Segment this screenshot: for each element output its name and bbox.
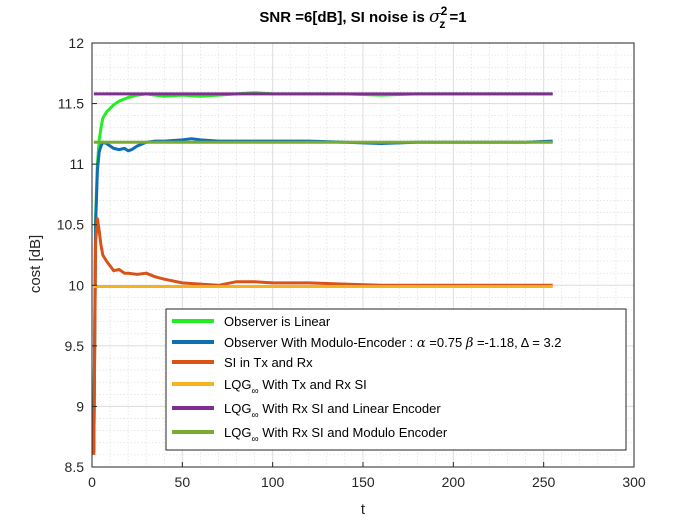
legend-1-alpha-val: =0.75 — [426, 335, 466, 350]
legend-entry-1: Observer With Modulo-Encoder : α =0.75 β… — [172, 335, 562, 351]
y-axis-ticks: 8.5 9 9.5 10 10.5 11 11.5 12 — [57, 35, 97, 475]
legend: Observer is Linear Observer With Modulo-… — [165, 308, 627, 451]
legend-5-suffix: With Rx SI and Modulo Encoder — [259, 425, 448, 440]
y-tick-label: 10.5 — [57, 217, 84, 233]
y-tick-label: 9.5 — [65, 338, 85, 354]
legend-1-alpha: α — [417, 336, 426, 351]
y-tick-label: 9 — [76, 398, 84, 414]
legend-4-prefix: LQG — [224, 401, 251, 416]
title-sigma: σ — [429, 7, 441, 27]
title-sub: z — [439, 17, 445, 31]
y-tick-label: 11.5 — [58, 96, 84, 112]
legend-1-beta-val: =-1.18, — [473, 335, 520, 350]
x-axis-ticks: 0 50 100 150 200 250 300 — [88, 462, 646, 490]
x-tick-label: 300 — [622, 474, 646, 490]
legend-entry-2: SI in Tx and Rx — [172, 355, 313, 370]
x-tick-label: 250 — [532, 474, 556, 490]
x-tick-label: 0 — [88, 474, 96, 490]
x-tick-label: 100 — [261, 474, 285, 490]
legend-box — [165, 308, 627, 451]
legend-label-1: Observer With Modulo-Encoder : α =0.75 β… — [224, 335, 562, 351]
legend-4-sub: ∞ — [251, 410, 258, 421]
y-tick-label: 11 — [69, 156, 84, 172]
legend-entry-5: LQG∞ With Rx SI and Modulo Encoder — [172, 425, 448, 445]
legend-3-sub: ∞ — [251, 386, 258, 397]
x-tick-label: 150 — [351, 474, 375, 490]
y-tick-label: 8.5 — [65, 459, 85, 475]
x-tick-label: 50 — [175, 474, 191, 490]
series-lines — [92, 91, 553, 455]
title-suffix: =1 — [445, 9, 466, 26]
legend-label-4: LQG∞ With Rx SI and Linear Encoder — [224, 401, 441, 421]
legend-label-2: SI in Tx and Rx — [224, 355, 313, 370]
y-tick-label: 12 — [68, 35, 84, 51]
legend-1-delta: Δ — [521, 335, 530, 350]
legend-3-suffix: With Tx and Rx SI — [259, 377, 367, 392]
title-sup: 2 — [441, 4, 448, 18]
legend-5-sub: ∞ — [251, 434, 258, 445]
legend-entry-4: LQG∞ With Rx SI and Linear Encoder — [172, 401, 441, 421]
legend-label-3: LQG∞ With Tx and Rx SI — [224, 377, 367, 397]
legend-1-beta: β — [465, 336, 474, 351]
legend-1-delta-val: = 3.2 — [529, 335, 562, 350]
legend-entry-0: Observer is Linear — [172, 314, 331, 329]
legend-label-5: LQG∞ With Rx SI and Modulo Encoder — [224, 425, 448, 445]
y-axis-label: cost [dB] — [27, 235, 44, 293]
chart-title: SNR =6[dB], SI noise is σ2 z =1 — [259, 4, 466, 31]
x-tick-label: 200 — [442, 474, 466, 490]
legend-4-suffix: With Rx SI and Linear Encoder — [259, 401, 442, 416]
legend-label-0: Observer is Linear — [224, 314, 331, 329]
legend-3-prefix: LQG — [224, 377, 251, 392]
x-axis-label: t — [361, 501, 366, 518]
title-prefix: SNR =6[dB], SI noise is — [259, 9, 429, 26]
legend-entry-3: LQG∞ With Tx and Rx SI — [172, 377, 367, 397]
legend-5-prefix: LQG — [224, 425, 251, 440]
legend-1-prefix: Observer With Modulo-Encoder : — [224, 335, 417, 350]
y-tick-label: 10 — [68, 277, 84, 293]
